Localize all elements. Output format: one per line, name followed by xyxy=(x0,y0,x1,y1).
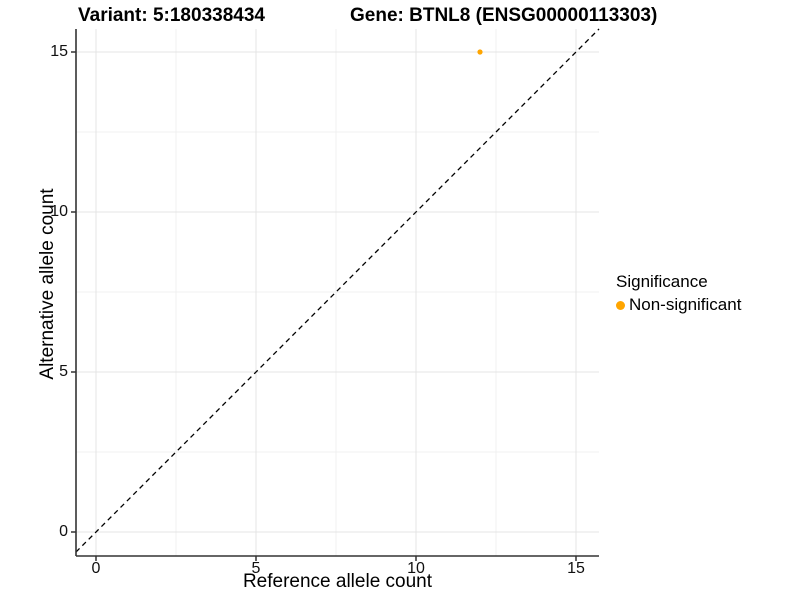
x-tick-label: 15 xyxy=(567,560,585,577)
y-tick-label: 0 xyxy=(59,523,68,540)
data-point xyxy=(477,49,483,55)
y-tick-label: 5 xyxy=(59,363,68,380)
x-axis-title: Reference allele count xyxy=(242,571,433,592)
x-tick-label: 0 xyxy=(91,560,101,577)
y-tick-label: 15 xyxy=(50,43,68,60)
legend-key-dot-icon xyxy=(616,300,625,310)
legend-title: Significance xyxy=(616,272,708,291)
y-tick-label: 10 xyxy=(50,203,68,220)
legend-item-non-significant: Non-significant xyxy=(616,295,741,315)
y-axis-title: Alternative allele count xyxy=(37,188,58,380)
x-tick-label: 10 xyxy=(407,560,425,577)
legend: Significance Non-significant xyxy=(616,272,741,315)
plot-title-gene: Gene: BTNL8 (ENSG00000113303) xyxy=(350,5,658,26)
x-tick-label: 5 xyxy=(251,560,261,577)
plot-title-variant: Variant: 5:180338434 xyxy=(78,5,265,26)
identity-dashed-line xyxy=(75,28,600,553)
legend-item-label: Non-significant xyxy=(629,295,742,314)
